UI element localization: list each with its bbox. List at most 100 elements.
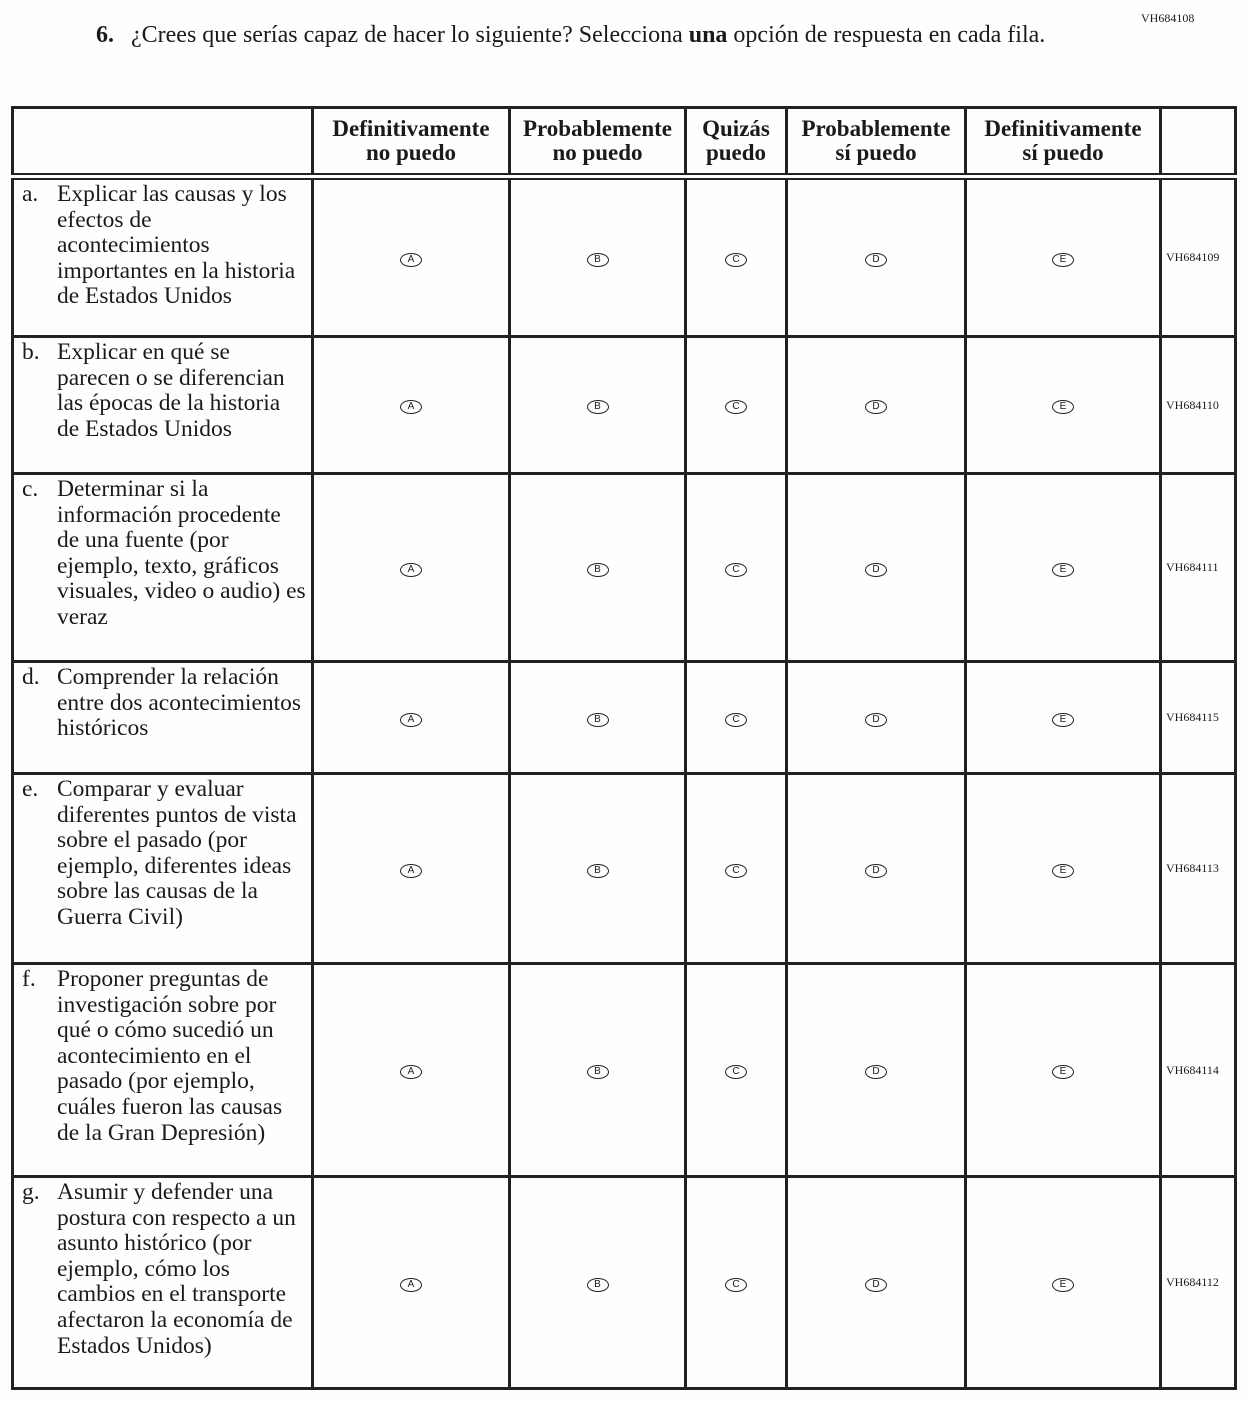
option-cell: D xyxy=(785,772,967,965)
table-row: f. Proponer preguntas de investigación so… xyxy=(11,962,1237,1178)
answer-bubble-c[interactable]: C xyxy=(725,400,747,414)
row-code: VH684115 xyxy=(1159,660,1237,775)
answer-bubble-b[interactable]: B xyxy=(586,1277,609,1292)
answer-bubble-a[interactable]: A xyxy=(400,400,422,414)
answer-bubble-b[interactable]: B xyxy=(586,712,609,727)
question-number: 6. xyxy=(96,22,114,48)
row-statement: c. Determinar si la información procedent… xyxy=(11,472,314,663)
option-cell: E xyxy=(964,335,1162,475)
answer-bubble-e[interactable]: E xyxy=(1052,252,1074,267)
column-header-line: sí puedo xyxy=(835,140,917,165)
column-header-line: Definitivamente xyxy=(984,116,1142,141)
option-cell: D xyxy=(785,335,967,475)
answer-bubble-e[interactable]: E xyxy=(1052,400,1074,414)
column-header: Definitivamente sí puedo xyxy=(964,106,1162,180)
row-code: VH684109 xyxy=(1159,175,1237,338)
answer-bubble-a[interactable]: A xyxy=(400,562,422,577)
row-letter: c. xyxy=(22,476,39,502)
answer-bubble-b[interactable]: B xyxy=(586,252,609,267)
option-cell: B xyxy=(508,772,687,965)
answer-bubble-a[interactable]: A xyxy=(400,1277,422,1292)
answer-bubble-e[interactable]: E xyxy=(1052,1065,1074,1079)
option-cell: D xyxy=(785,660,967,775)
answer-bubble-c[interactable]: C xyxy=(725,863,747,878)
row-text: Explicar las causas y los efectos de aco… xyxy=(57,181,296,310)
option-cell: E xyxy=(964,175,1162,338)
answer-bubble-e[interactable]: E xyxy=(1052,712,1074,727)
row-text: Explicar en qué se parecen o se diferenc… xyxy=(57,339,285,442)
answer-bubble-a[interactable]: A xyxy=(400,712,422,727)
answer-bubble-a[interactable]: A xyxy=(400,863,422,878)
question-text-part: opción de respuesta en cada fila. xyxy=(727,22,1046,48)
option-cell: A xyxy=(311,175,511,338)
answer-bubble-a[interactable]: A xyxy=(400,1065,422,1079)
answer-bubble-e[interactable]: E xyxy=(1052,863,1074,878)
column-header-line: Probablemente xyxy=(522,116,673,141)
row-code: VH684110 xyxy=(1159,335,1237,475)
option-cell: E xyxy=(964,660,1162,775)
column-header: Quizás puedo xyxy=(684,106,788,180)
row-text: Comparar y evaluar diferentes puntos de … xyxy=(57,776,297,930)
answer-bubble-d[interactable]: D xyxy=(865,1065,887,1079)
answer-bubble-e[interactable]: E xyxy=(1052,562,1074,577)
column-header-line: puedo xyxy=(705,140,767,165)
option-cell: A xyxy=(311,660,511,775)
row-statement: a. Explicar las causas y los efectos de a… xyxy=(11,175,314,338)
answer-bubble-b[interactable]: B xyxy=(586,562,609,577)
option-cell: A xyxy=(311,1175,511,1390)
option-cell: C xyxy=(684,472,788,663)
option-cell: D xyxy=(785,175,967,338)
answer-bubble-c[interactable]: C xyxy=(725,1277,747,1292)
option-cell: E xyxy=(964,962,1162,1178)
answer-bubble-d[interactable]: D xyxy=(865,400,887,414)
option-cell: D xyxy=(785,962,967,1178)
option-cell: B xyxy=(508,472,687,663)
column-header: Probablemente sí puedo xyxy=(785,106,967,180)
answer-bubble-e[interactable]: E xyxy=(1052,1277,1074,1292)
row-letter: b. xyxy=(22,339,40,365)
option-cell: A xyxy=(311,472,511,663)
answer-bubble-c[interactable]: C xyxy=(725,1065,747,1079)
option-cell: C xyxy=(684,772,788,965)
item-code: VH684108 xyxy=(1141,11,1195,25)
answer-bubble-d[interactable]: D xyxy=(865,562,887,577)
option-cell: E xyxy=(964,1175,1162,1390)
row-code: VH684111 xyxy=(1159,472,1237,663)
option-cell: C xyxy=(684,660,788,775)
answer-bubble-c[interactable]: C xyxy=(725,562,747,577)
table-row: e. Comparar y evaluar diferentes puntos d… xyxy=(11,772,1237,965)
answer-bubble-d[interactable]: D xyxy=(865,863,887,878)
row-statement: g. Asumir y defender una postura con resp… xyxy=(11,1175,314,1390)
answer-bubble-b[interactable]: B xyxy=(586,1065,609,1079)
column-header-line: no puedo xyxy=(365,140,457,165)
option-cell: A xyxy=(311,335,511,475)
answer-bubble-a[interactable]: A xyxy=(400,252,422,267)
row-statement: e. Comparar y evaluar diferentes puntos d… xyxy=(11,772,314,965)
answer-bubble-d[interactable]: D xyxy=(865,252,887,267)
answer-bubble-c[interactable]: C xyxy=(725,252,747,267)
option-cell: E xyxy=(964,772,1162,965)
option-cell: C xyxy=(684,335,788,475)
option-cell: C xyxy=(684,175,788,338)
row-text: Asumir y defender una postura con respec… xyxy=(57,1179,296,1359)
response-grid: Definitivamente no puedo Probablemente no p… xyxy=(11,106,1237,1390)
answer-bubble-c[interactable]: C xyxy=(725,712,747,727)
option-cell: C xyxy=(684,1175,788,1390)
option-cell: D xyxy=(785,472,967,663)
question-text-part: ¿Crees que serías capaz de hacer lo sigu… xyxy=(131,22,689,48)
code-header xyxy=(1159,106,1237,180)
row-statement: b. Explicar en qué se parecen o se difere… xyxy=(11,335,314,475)
option-cell: D xyxy=(785,1175,967,1390)
row-statement: f. Proponer preguntas de investigación so… xyxy=(11,962,314,1178)
answer-bubble-b[interactable]: B xyxy=(586,400,609,414)
table-row: a. Explicar las causas y los efectos de a… xyxy=(11,175,1237,338)
answer-bubble-d[interactable]: D xyxy=(865,712,887,727)
answer-bubble-b[interactable]: B xyxy=(586,863,609,878)
column-header-line: Definitivamente xyxy=(332,116,490,141)
question-emphasis: una xyxy=(688,22,728,48)
blank-header xyxy=(11,106,314,180)
column-header-line: Probablemente xyxy=(801,116,951,141)
answer-bubble-d[interactable]: D xyxy=(865,1277,887,1292)
table-row: g. Asumir y defender una postura con resp… xyxy=(11,1175,1237,1390)
row-code: VH684112 xyxy=(1159,1175,1237,1390)
